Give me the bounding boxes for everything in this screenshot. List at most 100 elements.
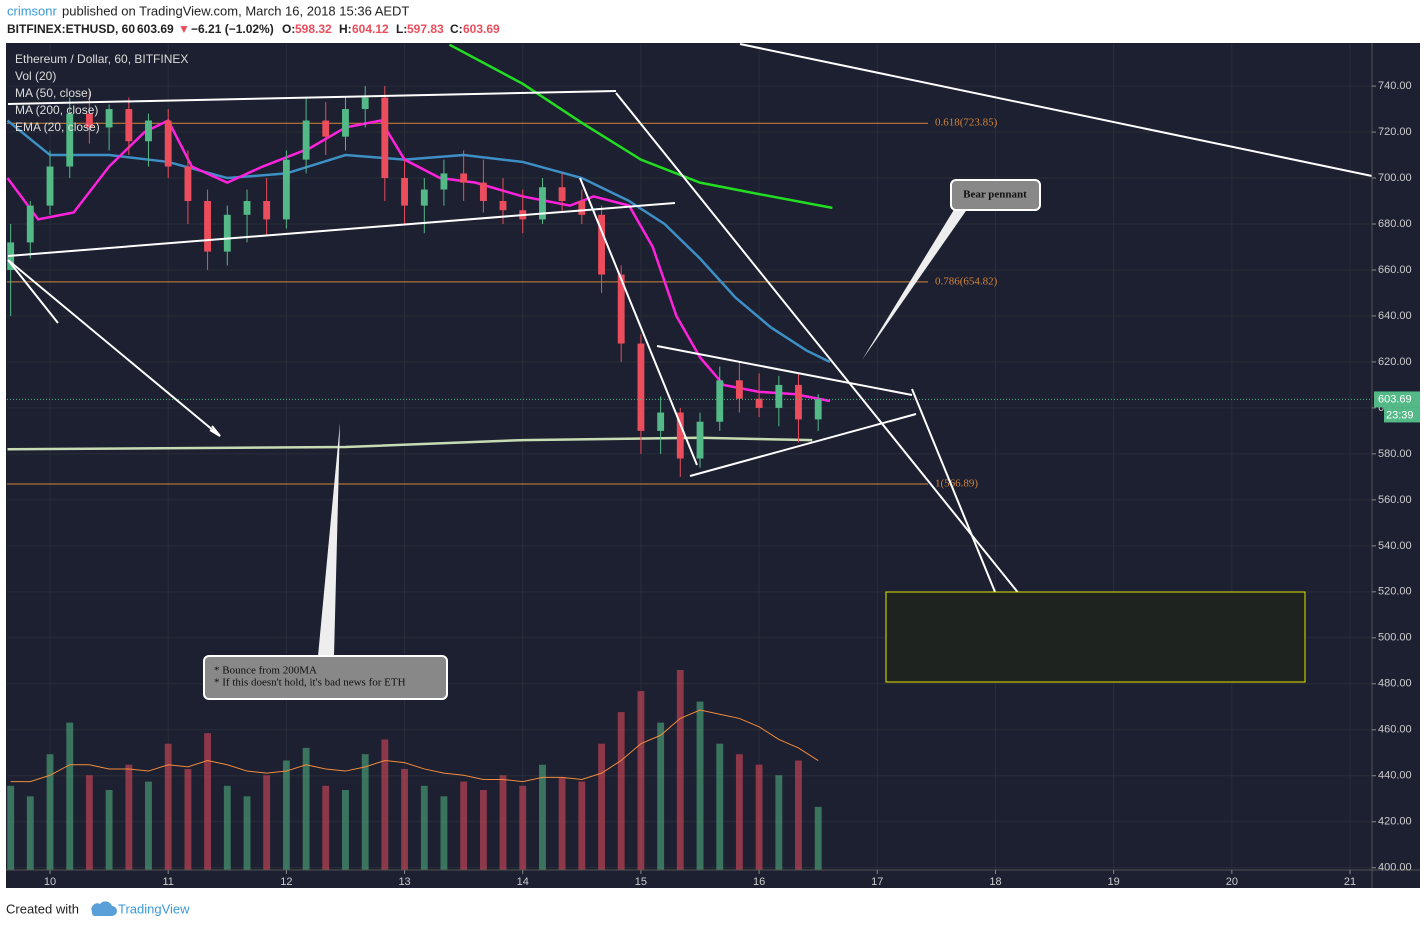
candle-body <box>420 189 428 206</box>
o-label: O: <box>282 22 295 36</box>
y-tick-label: 460.00 <box>1378 724 1412 736</box>
candle-body <box>26 205 34 243</box>
chart-background <box>6 43 1420 888</box>
open: 598.32 <box>295 22 332 36</box>
volume-bar <box>7 785 15 870</box>
x-tick-label: 17 <box>871 876 883 888</box>
y-tick-label: 680.00 <box>1378 218 1412 230</box>
candle-body <box>401 178 408 206</box>
legend-item: EMA (20, close) <box>15 120 100 134</box>
volume-bar <box>420 785 428 870</box>
y-tick-label: 560.00 <box>1378 494 1412 506</box>
price-tag-text: 603.69 <box>1378 393 1412 405</box>
last-price: 603.69 <box>137 22 174 36</box>
candle-body <box>145 120 152 142</box>
candle-body <box>676 412 684 459</box>
candle-body <box>105 109 113 128</box>
price-tag <box>1374 391 1420 408</box>
x-tick-label: 10 <box>44 876 56 888</box>
legend-item: Vol (20) <box>15 69 56 83</box>
volume-bar <box>145 781 152 870</box>
volume-bar <box>657 722 665 870</box>
x-tick-label: 19 <box>1108 876 1120 888</box>
y-tick-label: 400.00 <box>1378 862 1412 874</box>
x-tick-label: 16 <box>753 876 765 888</box>
volume-ma <box>10 709 819 783</box>
indicator-line <box>7 436 813 451</box>
candle-body <box>342 109 349 137</box>
candle-body <box>696 421 704 459</box>
author[interactable]: crimsonr <box>7 3 58 18</box>
volume-bar <box>105 790 113 870</box>
candle-body <box>85 113 93 128</box>
created-with: Created with <box>6 901 79 916</box>
candle-body <box>204 201 211 252</box>
volume-bar <box>164 743 172 870</box>
volume-bar <box>795 760 802 870</box>
candle-body <box>716 380 724 422</box>
candle-body <box>381 97 389 179</box>
volume-bar <box>263 775 271 870</box>
callout <box>203 655 448 700</box>
y-tick-label: 500.00 <box>1378 632 1412 644</box>
candle-body <box>302 120 310 160</box>
y-tick-label: 480.00 <box>1378 678 1412 690</box>
candle-body <box>361 97 369 110</box>
fib-label: 0.786(654.82) <box>935 275 998 287</box>
volume-bar <box>558 777 566 870</box>
volume-bar <box>223 785 231 870</box>
target-zone <box>885 591 1306 683</box>
y-tick-label: 700.00 <box>1378 172 1412 184</box>
volume-bar <box>539 764 546 870</box>
fib-label: 0.618(723.85) <box>935 117 998 129</box>
volume-bar <box>125 764 133 870</box>
symbol-info: BITFINEX:ETHUSD, 60 603.69 ▼ −6.21 (−1.0… <box>7 22 500 36</box>
h-label: H: <box>339 22 352 36</box>
candle-body <box>66 113 74 167</box>
indicator-line <box>448 43 833 210</box>
indicator-line <box>6 119 831 364</box>
callout-text: * Bounce from 200MA <box>214 665 317 677</box>
countdown-text: 23:39 <box>1386 409 1414 421</box>
volume-bar <box>637 691 645 870</box>
x-tick-label: 12 <box>280 876 292 888</box>
volume-bar <box>814 806 822 870</box>
volume-bar <box>735 754 743 870</box>
fib-label: 1(566.89) <box>935 478 978 490</box>
y-tick-label: 720.00 <box>1378 126 1412 138</box>
brand[interactable]: TradingView <box>118 901 190 916</box>
x-tick-label: 14 <box>517 876 529 888</box>
low: 597.83 <box>407 22 444 36</box>
candle-body <box>795 384 802 420</box>
symbol: BITFINEX:ETHUSD, 60 <box>7 22 135 36</box>
candle-body <box>125 109 133 142</box>
high: 604.12 <box>352 22 389 36</box>
volume-bar <box>184 768 192 870</box>
callout-pointer <box>318 423 340 656</box>
candle-body <box>617 274 625 344</box>
candle-body <box>184 166 192 202</box>
volume-bar <box>676 670 684 870</box>
candle-body <box>598 214 606 275</box>
volume-bar <box>716 743 724 870</box>
volume-bar <box>775 775 783 870</box>
volume-bar <box>401 768 408 870</box>
candle-body <box>499 201 507 211</box>
logo <box>91 901 117 916</box>
candle-body <box>539 187 546 220</box>
x-tick-label: 18 <box>989 876 1001 888</box>
y-tick-label: 660.00 <box>1378 264 1412 276</box>
candle-body <box>735 380 743 399</box>
plot: 0.618(723.85) 0.786(654.82) 1(566.89) <box>6 43 1372 870</box>
candle-body <box>755 398 763 408</box>
callout-pointer <box>862 208 968 360</box>
candle-body <box>578 201 586 215</box>
volume-bar <box>361 754 369 870</box>
candle-body <box>243 201 251 215</box>
legend-item: MA (50, close) <box>15 86 92 100</box>
volume-bar <box>322 785 330 870</box>
volume-bar <box>617 712 625 870</box>
candle-body <box>164 120 172 167</box>
volume-bar <box>460 781 468 870</box>
